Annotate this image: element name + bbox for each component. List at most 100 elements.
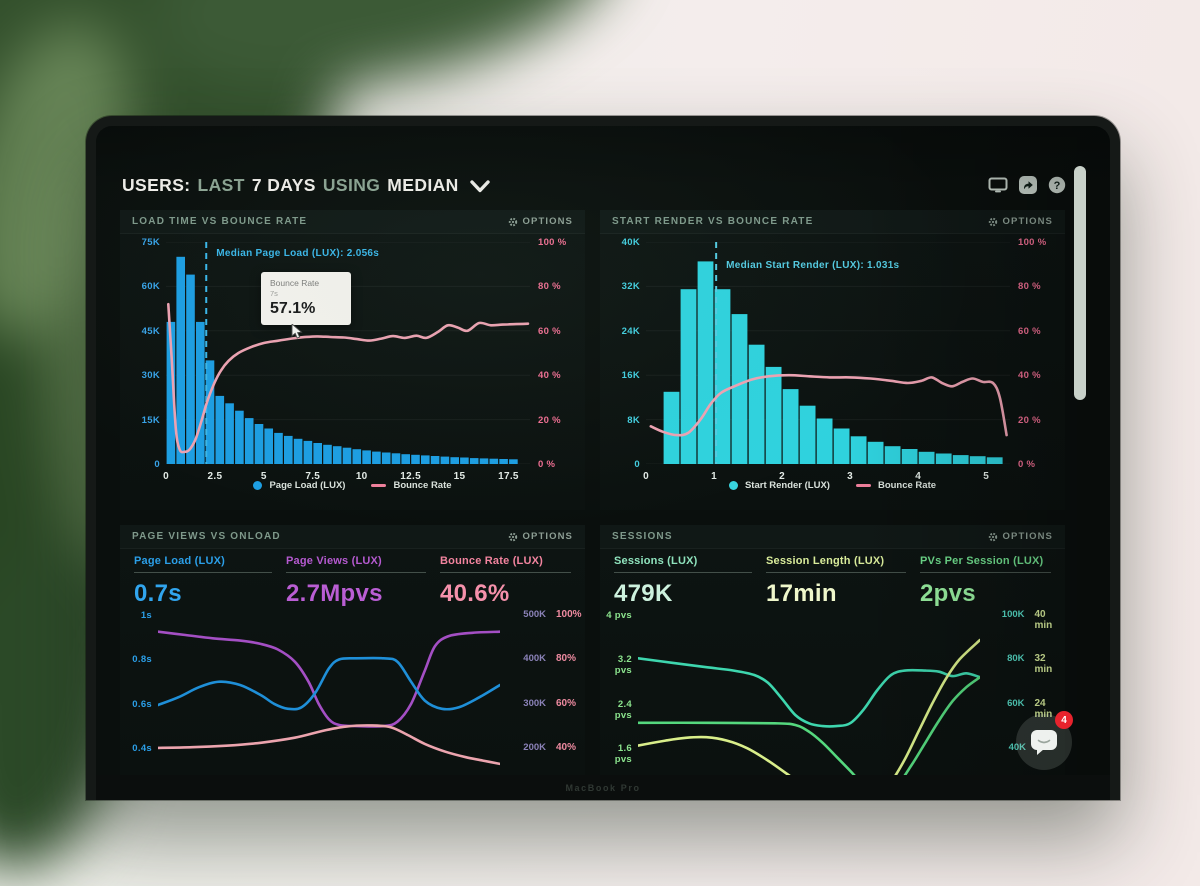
median-annotation: Median Page Load (LUX): 2.056s	[216, 248, 379, 259]
metric-block: PVs Per Session (LUX)2pvs	[920, 555, 1051, 608]
metric-label: Bounce Rate (LUX)	[440, 555, 571, 567]
metric-value: 479K	[614, 580, 752, 608]
right-tick-secondary: 60%	[556, 698, 576, 709]
scrollbar-thumb[interactable]	[1074, 166, 1086, 400]
legend-line-icon	[856, 484, 871, 487]
page-views-line-chart[interactable]: Page Load (LUX) 0.7s Page Views (LUX)2.7Mp…	[120, 525, 585, 775]
y-axis-right-label: 100 %	[538, 237, 566, 248]
y-axis-left-label: 16K	[602, 370, 640, 381]
median-annotation: Median Start Render (LUX): 1.031s	[726, 260, 899, 271]
y-axis-left-label: 0	[602, 459, 640, 470]
tooltip-subtitle: 7s	[270, 289, 342, 298]
y-axis-left-label: 15K	[122, 415, 160, 426]
title-part: 7 DAYS	[252, 175, 316, 196]
right-tick-primary: 60K	[986, 698, 1025, 709]
svg-text:?: ?	[1054, 180, 1061, 192]
device-label: MacBook Pro	[565, 783, 640, 793]
legend: Start Render (LUX) Bounce Rate	[600, 480, 1065, 491]
metric-block: Session Length (LUX)17min	[766, 555, 906, 608]
metric-divider	[766, 572, 906, 573]
metric-label: PVs Per Session (LUX)	[920, 555, 1051, 567]
right-tick-primary: 200K	[506, 742, 546, 753]
y-axis-left-label: 0.8s	[120, 654, 152, 665]
tooltip-value: 57.1%	[270, 300, 342, 318]
metric-value: 0.7s	[134, 580, 272, 608]
metric-divider	[920, 572, 1051, 573]
line-chart-plot	[638, 615, 980, 775]
y-axis-left-label: 2.4 pvs	[600, 699, 632, 721]
y-axis-left-label: 1.6 pvs	[600, 743, 632, 765]
cursor-icon	[290, 324, 304, 340]
metric-divider	[440, 572, 571, 573]
metric-label: Page Views (LUX)	[286, 555, 426, 567]
y-axis-right-label: 0 %	[1018, 459, 1035, 470]
y-axis-left-label: 4 pvs	[600, 610, 632, 621]
legend-item[interactable]: Bounce Rate	[856, 480, 936, 491]
y-axis-right-label: 60 %	[1018, 326, 1041, 337]
title-part: USERS:	[122, 175, 191, 196]
right-tick-primary: 80K	[986, 653, 1025, 664]
right-tick-primary: 400K	[506, 653, 546, 664]
y-axis-left-label: 32K	[602, 281, 640, 292]
y-axis-left-label: 30K	[122, 370, 160, 381]
metric-divider	[614, 572, 752, 573]
right-tick-secondary: 100%	[556, 609, 582, 620]
right-tick-primary: 500K	[506, 609, 546, 620]
metric-value: 40.6%	[440, 580, 571, 608]
legend-label: Start Render (LUX)	[745, 480, 830, 491]
y-axis-left-label: 45K	[122, 326, 160, 337]
legend-label: Bounce Rate	[393, 480, 451, 491]
y-axis-left-label: 40K	[602, 237, 640, 248]
metric-label: Session Length (LUX)	[766, 555, 906, 567]
legend-label: Bounce Rate	[878, 480, 936, 491]
share-icon[interactable]	[1019, 176, 1037, 194]
metric-divider	[134, 572, 272, 573]
y-axis-right-label: 0 %	[538, 459, 555, 470]
y-axis-right-label: 100 %	[1018, 237, 1046, 248]
y-axis-right-label: 300K 60%	[506, 698, 576, 709]
title-part: MEDIAN	[387, 175, 458, 196]
legend: Page Load (LUX) Bounce Rate	[120, 480, 585, 491]
chat-button[interactable]: 4	[1016, 714, 1072, 770]
legend-line-icon	[371, 484, 386, 487]
panel-page-views-vs-onload: PAGE VIEWS VS ONLOAD OPTIONS Page Load (…	[120, 525, 585, 775]
right-tick-secondary: 32 min	[1035, 653, 1066, 675]
y-axis-right-label: 20 %	[1018, 415, 1041, 426]
y-axis-right-label: 40 %	[538, 370, 561, 381]
right-tick-primary: 300K	[506, 698, 546, 709]
legend-item[interactable]: Bounce Rate	[371, 480, 451, 491]
legend-item[interactable]: Start Render (LUX)	[729, 480, 830, 491]
legend-item[interactable]: Page Load (LUX)	[253, 480, 345, 491]
legend-label: Page Load (LUX)	[269, 480, 345, 491]
y-axis-right-label: 80 %	[538, 281, 561, 292]
chevron-down-icon	[470, 180, 490, 193]
legend-dot-icon	[253, 481, 262, 490]
right-tick-primary: 100K	[986, 609, 1025, 620]
display-icon[interactable]	[988, 177, 1008, 193]
y-axis-left-label: 1s	[120, 610, 152, 621]
notification-badge: 4	[1055, 711, 1073, 729]
histogram-plot	[646, 242, 1010, 464]
metric-label: Page Load (LUX)	[134, 555, 272, 567]
y-axis-left-label: 75K	[122, 237, 160, 248]
tooltip-title: Bounce Rate	[270, 278, 342, 288]
metric-block: Page Views (LUX)2.7Mpvs	[286, 555, 426, 608]
chart-tooltip: Bounce Rate 7s 57.1%	[261, 272, 351, 325]
y-axis-right-label: 80K 32 min	[986, 653, 1065, 675]
y-axis-left-label: 0	[122, 459, 160, 470]
help-icon[interactable]: ?	[1048, 176, 1066, 194]
y-axis-left-label: 3.2 pvs	[600, 654, 632, 676]
y-axis-left-label: 0.6s	[120, 699, 152, 710]
